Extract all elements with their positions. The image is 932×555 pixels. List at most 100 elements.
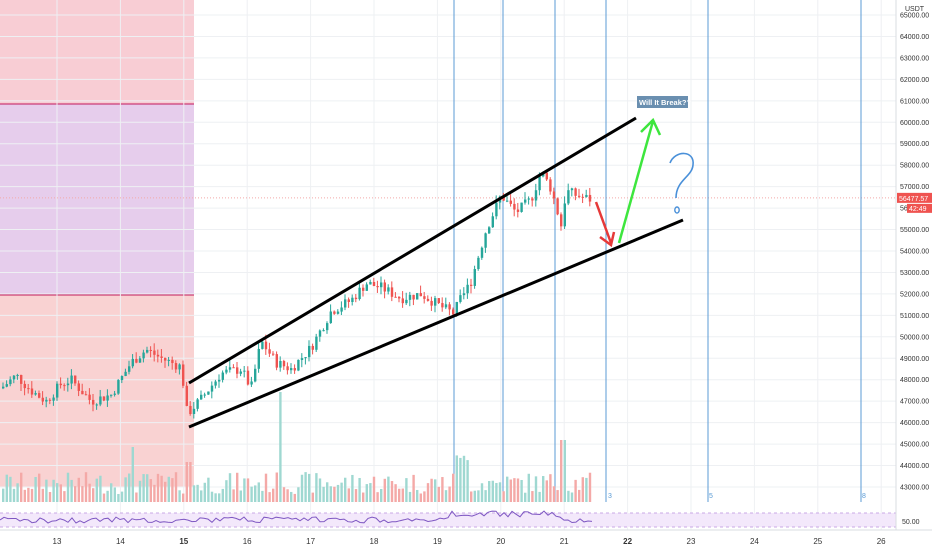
candle-body bbox=[243, 370, 246, 372]
volume-bar bbox=[491, 480, 494, 502]
up-arrow bbox=[617, 120, 655, 244]
volume-bar bbox=[340, 482, 343, 502]
volume-bar bbox=[430, 478, 433, 502]
volume-bar bbox=[41, 488, 44, 502]
volume-bar bbox=[315, 473, 318, 502]
volume-bar bbox=[401, 488, 404, 502]
volume-bar bbox=[408, 491, 412, 502]
volume-bar bbox=[156, 473, 160, 502]
volume-bar bbox=[210, 491, 214, 502]
volume-bar bbox=[527, 473, 530, 502]
volume-bar bbox=[167, 476, 170, 502]
candle-body bbox=[254, 368, 257, 382]
volume-bar bbox=[333, 486, 336, 502]
candle-body bbox=[164, 357, 167, 361]
candle-body bbox=[300, 358, 304, 360]
volume-bar bbox=[20, 472, 23, 502]
volume-bar bbox=[498, 482, 502, 502]
candle-body bbox=[138, 358, 142, 363]
candle-body bbox=[203, 394, 206, 396]
date-tick-label: 23 bbox=[687, 537, 696, 546]
date-tick-label: 18 bbox=[370, 537, 379, 546]
candle-body bbox=[70, 375, 73, 384]
candle-body bbox=[516, 209, 520, 212]
volume-bar bbox=[138, 480, 142, 502]
candle-body bbox=[506, 200, 509, 202]
volume-bar bbox=[459, 457, 462, 502]
candle-body bbox=[308, 345, 311, 358]
candle-body bbox=[117, 380, 120, 394]
volume-bar bbox=[326, 482, 329, 502]
candle-body bbox=[534, 190, 538, 201]
price-tick-label: 43000.00 bbox=[900, 484, 929, 491]
volume-bar bbox=[462, 455, 466, 502]
annotation-badge bbox=[637, 96, 688, 108]
volume-bar bbox=[178, 490, 181, 502]
volume-bar bbox=[556, 490, 559, 502]
volume-bar bbox=[570, 492, 574, 502]
cycle-label: 3 bbox=[608, 493, 612, 500]
countdown-label: 42:49 bbox=[909, 206, 927, 213]
candle-body bbox=[153, 350, 156, 355]
volume-bar bbox=[268, 492, 271, 502]
price-tick-label: 51000.00 bbox=[900, 313, 929, 320]
volume-bar bbox=[207, 477, 210, 502]
candle-body bbox=[351, 297, 354, 303]
volume-bar bbox=[106, 490, 109, 502]
candle-body bbox=[185, 385, 188, 406]
candle-body bbox=[5, 384, 8, 387]
volume-bar bbox=[239, 490, 242, 502]
volume-bar bbox=[214, 493, 217, 502]
volume-bar bbox=[261, 490, 264, 502]
volume-bar bbox=[77, 477, 80, 502]
candle-body bbox=[135, 358, 138, 363]
candle-body bbox=[318, 330, 322, 337]
current-price-label: 56477.57 bbox=[899, 196, 928, 203]
volume-bar bbox=[534, 476, 538, 502]
volume-bar bbox=[27, 487, 30, 502]
date-tick-label: 26 bbox=[877, 537, 886, 546]
candle-body bbox=[470, 284, 473, 286]
candle-body bbox=[394, 296, 397, 298]
candle-body bbox=[473, 269, 476, 286]
price-tick-label: 60000.00 bbox=[900, 120, 929, 127]
volume-bar bbox=[466, 460, 469, 502]
candle-body bbox=[52, 397, 55, 401]
volume-bar bbox=[567, 490, 570, 502]
price-tick-label: 57000.00 bbox=[900, 184, 929, 191]
volume-bar bbox=[376, 492, 379, 502]
volume-bar bbox=[545, 480, 548, 502]
candle-body bbox=[124, 371, 127, 377]
candle-body bbox=[196, 399, 199, 409]
candle-body bbox=[178, 364, 181, 370]
price-tick-label: 53000.00 bbox=[900, 270, 929, 277]
price-tick-label: 65000.00 bbox=[900, 13, 929, 20]
volume-bar bbox=[477, 490, 480, 502]
volume-bar bbox=[419, 493, 422, 502]
volume-bar bbox=[329, 486, 332, 502]
date-tick-label: 14 bbox=[116, 537, 125, 546]
volume-bar bbox=[311, 492, 314, 502]
volume-bar bbox=[88, 483, 91, 502]
price-tick-label: 47000.00 bbox=[900, 399, 929, 406]
candle-body bbox=[416, 293, 419, 300]
candle-body bbox=[455, 301, 458, 315]
volume-bar bbox=[416, 489, 419, 502]
candle-body bbox=[106, 395, 109, 401]
candle-body bbox=[38, 393, 41, 398]
candle-body bbox=[34, 393, 37, 395]
channel-lower-line bbox=[188, 218, 684, 429]
candle-body bbox=[156, 354, 160, 357]
volume-bar bbox=[520, 479, 523, 502]
candle-body bbox=[362, 287, 365, 291]
candle-body bbox=[570, 188, 574, 191]
volume-bar bbox=[509, 479, 512, 502]
date-tick-label: 13 bbox=[53, 537, 62, 546]
volume-bar bbox=[124, 477, 127, 502]
candle-body bbox=[239, 371, 242, 374]
volume-bar bbox=[588, 472, 592, 502]
candle-body bbox=[236, 367, 239, 374]
candle-body bbox=[380, 282, 383, 288]
